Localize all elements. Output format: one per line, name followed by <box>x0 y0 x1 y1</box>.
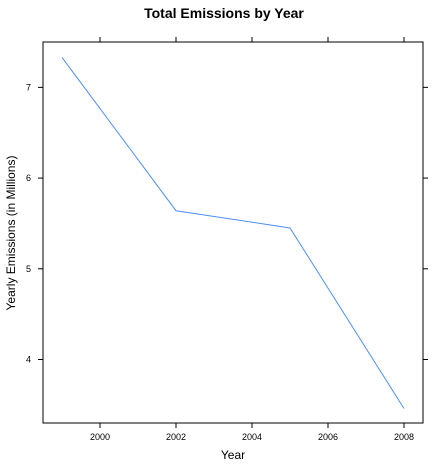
chart-title: Total Emissions by Year <box>144 5 304 21</box>
x-tick-label: 2004 <box>242 432 262 442</box>
x-tick-label: 2008 <box>394 432 414 442</box>
y-axis: 4 5 6 7 <box>26 82 428 365</box>
x-tick-label: 2000 <box>90 432 110 442</box>
x-tick-label: 2006 <box>318 432 338 442</box>
series-line <box>61 57 405 409</box>
y-tick-label: 5 <box>26 264 31 274</box>
y-tick-label: 4 <box>26 355 31 365</box>
x-axis-label: Year <box>221 448 245 462</box>
series-layer <box>61 57 405 409</box>
y-tick-label: 7 <box>26 82 31 92</box>
x-axis: 2000 2002 2004 2006 2008 <box>90 37 414 442</box>
x-tick-label: 2002 <box>166 432 186 442</box>
y-axis-label: Yearly Emissions (in Millions) <box>4 156 18 311</box>
y-tick-label: 6 <box>26 173 31 183</box>
plot-frame <box>42 41 424 424</box>
